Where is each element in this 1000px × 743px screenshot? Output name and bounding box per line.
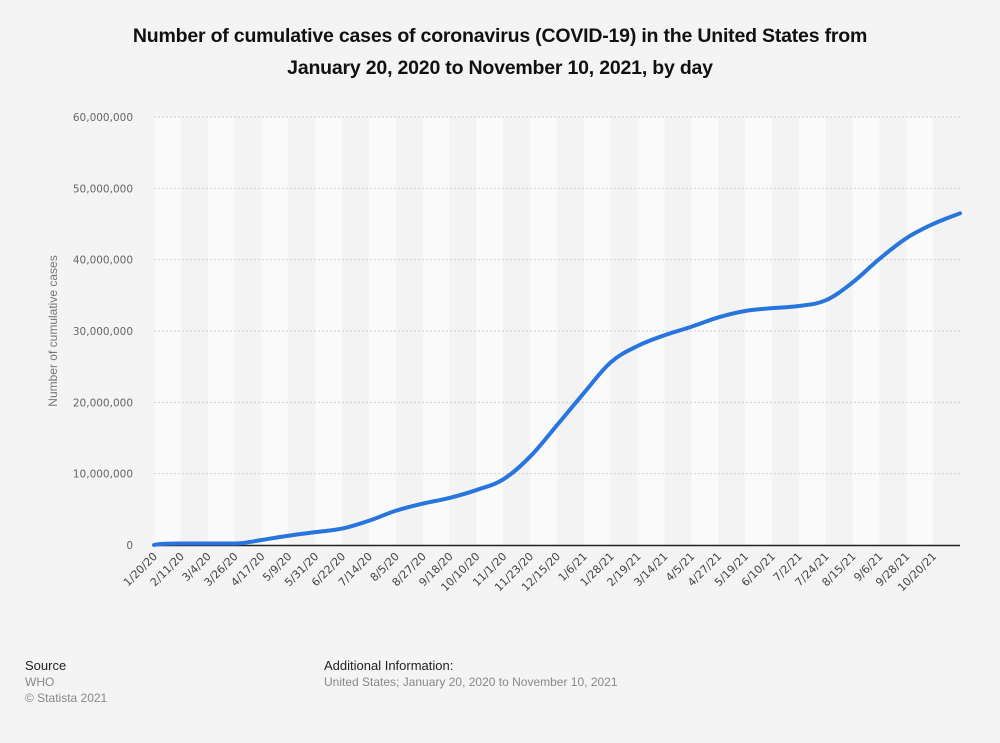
y-tick-label: 30,000,000 (73, 326, 133, 338)
x-axis-ticks: 1/20/202/11/203/4/203/26/204/17/205/9/20… (121, 550, 939, 594)
source-block: Source WHO © Statista 2021 (25, 658, 107, 706)
series-line (152, 211, 962, 547)
y-tick-label: 50,000,000 (73, 183, 133, 195)
additional-info-block: Additional Information: United States; J… (324, 658, 618, 690)
y-axis-title: Number of cumulative cases (46, 255, 60, 406)
y-tick-label: 40,000,000 (73, 255, 133, 267)
chart-title-line-2: January 20, 2020 to November 10, 2021, b… (287, 57, 713, 79)
chart-title-line-1: Number of cumulative cases of coronaviru… (132, 25, 868, 47)
y-tick-label: 0 (126, 540, 133, 552)
copyright-text: © Statista 2021 (25, 691, 108, 705)
y-axis-ticks: 0 10,000,000 20,000,000 30,000,000 40,000,00… (73, 112, 133, 552)
source-heading: Source (25, 658, 67, 673)
series-group (152, 211, 962, 547)
chart-title: Number of cumulative cases of coronaviru… (0, 20, 1000, 84)
additional-info-heading: Additional Information: (324, 658, 454, 673)
source-name[interactable]: WHO (25, 675, 55, 689)
y-tick-label: 20,000,000 (73, 397, 133, 409)
y-tick-label: 60,000,000 (73, 112, 133, 124)
y-tick-label: 10,000,000 (73, 469, 133, 481)
additional-info-text: United States; January 20, 2020 to Novem… (324, 675, 618, 689)
